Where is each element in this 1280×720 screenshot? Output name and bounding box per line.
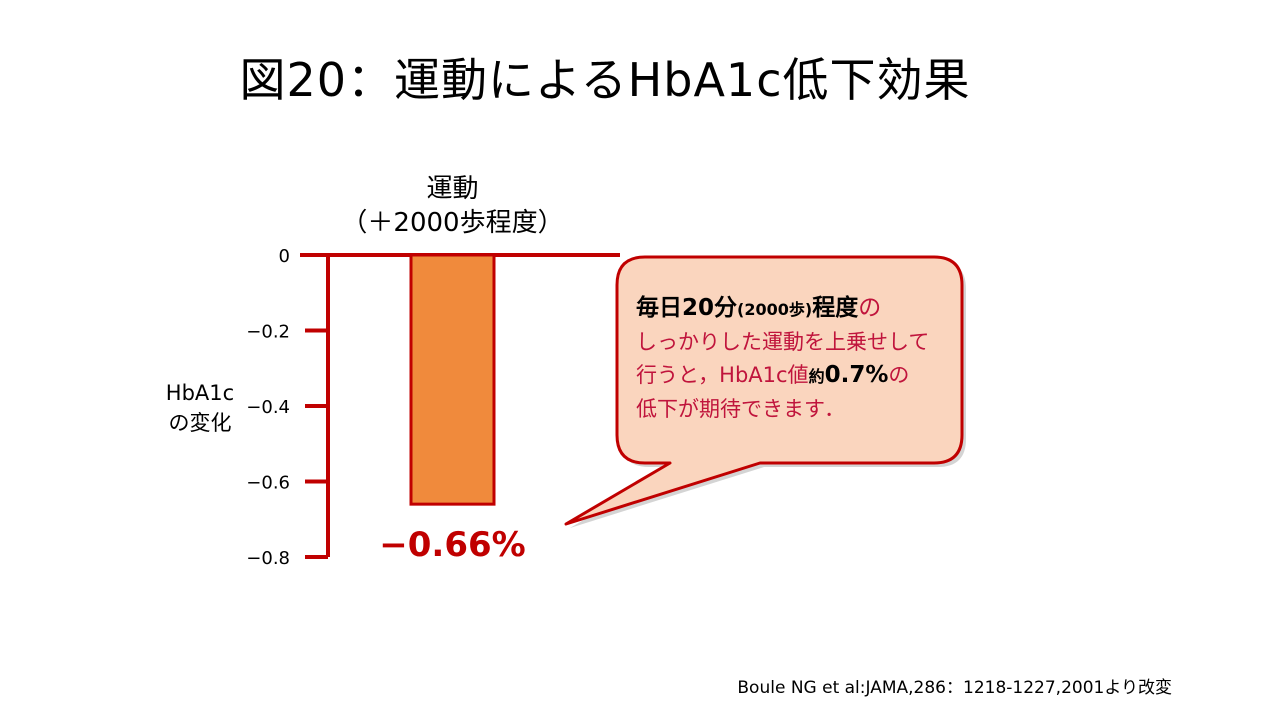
callout-steps: (2000歩) [737, 300, 813, 319]
y-tick-label: −0.6 [246, 473, 290, 494]
bar [409, 253, 496, 506]
callout-daily-minutes: 毎日20分 [636, 295, 738, 321]
category-label-line-2: （＋2000歩程度） [341, 208, 564, 238]
y-tick-label: −0.8 [246, 548, 290, 569]
callout-approx: 約 [808, 367, 825, 386]
y-axis-label-line-1: HbA1c [165, 381, 235, 405]
callout-line-1: 毎日20分(2000歩)程度の [636, 292, 956, 326]
callout-particle-2: の [888, 363, 910, 387]
callout-degree: 程度 [812, 295, 859, 321]
callout-percent: 0.7% [824, 362, 889, 388]
y-axis-label: HbA1c の変化 [150, 378, 250, 438]
callout-hba1c-text: 行うと，HbA1c値 [636, 363, 809, 387]
y-tick-label: 0 [279, 246, 290, 267]
chart-labels: 0 −0.2 −0.4 −0.6 −0.8 −0.66% [246, 246, 525, 569]
callout-bubble-shape [564, 255, 966, 528]
chart-bars [409, 253, 496, 506]
callout-text: 毎日20分(2000歩)程度の しっかりした運動を上乗せして 行うと，HbA1c… [636, 292, 956, 426]
y-tick-label: −0.4 [246, 397, 290, 418]
y-tick-label: −0.2 [246, 322, 290, 343]
callout-line-3: 行うと，HbA1c値約0.7%の [636, 359, 956, 393]
callout-line-4: 低下が期待できます． [636, 397, 846, 421]
y-axis-label-line-2: の変化 [168, 411, 232, 435]
citation: Boule NG et al:JAMA,286：1218-1227,2001より… [737, 678, 1172, 698]
callout-particle: の [858, 295, 882, 321]
bar-value-label: −0.66% [379, 525, 525, 565]
callout-line-2: しっかりした運動を上乗せして [636, 330, 930, 354]
category-label: 運動 （＋2000歩程度） [323, 172, 583, 240]
slide-title: 図20：運動によるHbA1c低下効果 [239, 53, 971, 107]
category-label-line-1: 運動 [426, 174, 479, 204]
callout-bubble [564, 255, 964, 526]
